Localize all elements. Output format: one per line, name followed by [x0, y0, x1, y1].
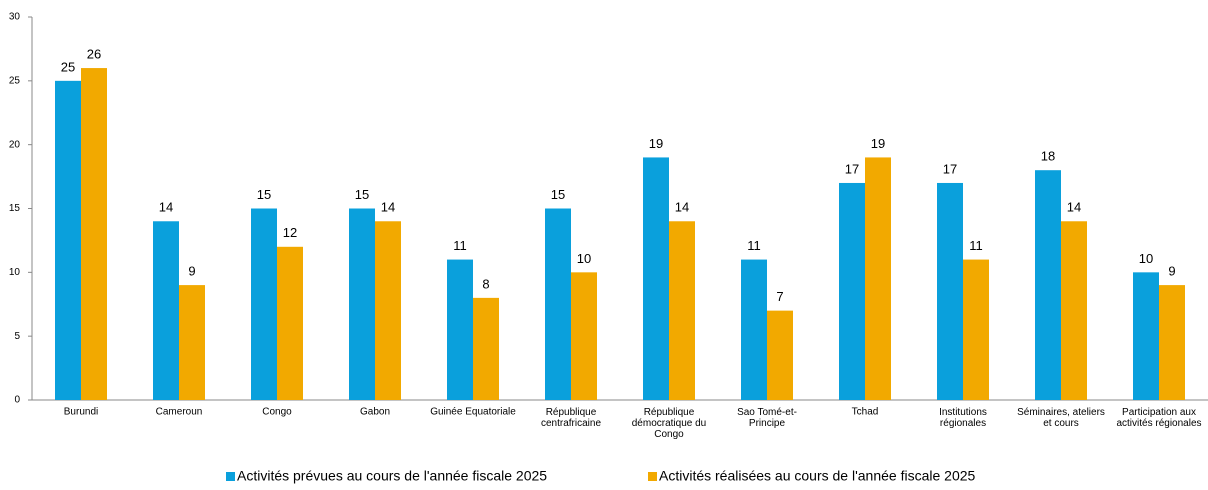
x-tick-label: Gabon	[360, 407, 390, 418]
value-label: 15	[355, 187, 369, 202]
x-tick-label: Participation aux activités régionales	[1116, 407, 1201, 429]
value-label: 17	[943, 161, 957, 176]
bar	[865, 157, 891, 400]
value-label: 12	[283, 225, 297, 240]
legend-label: Activités prévues au cours de l'année fi…	[237, 468, 547, 484]
legend-swatch	[226, 472, 235, 481]
bar	[741, 259, 767, 400]
bar	[473, 297, 499, 400]
x-tick-label: Séminaires, ateliers et cours	[1017, 407, 1105, 429]
bar	[349, 208, 375, 400]
legend-swatch	[648, 472, 657, 481]
value-label: 19	[649, 136, 663, 151]
x-tick-label: République centrafricaine	[541, 407, 601, 429]
bar	[1133, 272, 1159, 400]
y-tick-label: 30	[9, 12, 21, 23]
bar	[1061, 221, 1087, 400]
bar	[179, 285, 205, 400]
value-label: 11	[453, 238, 467, 253]
x-tick-label: Cameroun	[156, 407, 203, 418]
bar	[545, 208, 571, 400]
bar	[767, 310, 793, 400]
value-label: 11	[969, 238, 983, 253]
value-label: 8	[482, 276, 489, 291]
bar	[1159, 285, 1185, 400]
bar	[153, 221, 179, 400]
bar	[55, 80, 81, 400]
value-label: 19	[871, 136, 885, 151]
value-label: 9	[1168, 264, 1175, 279]
bar	[839, 182, 865, 400]
value-label: 10	[1139, 251, 1153, 266]
bar	[963, 259, 989, 400]
y-tick-label: 0	[14, 395, 20, 406]
bar	[375, 221, 401, 400]
y-tick-label: 20	[9, 139, 21, 150]
x-tick-label: Burundi	[64, 407, 98, 418]
value-label: 14	[675, 200, 689, 215]
value-label: 15	[257, 187, 271, 202]
bar	[447, 259, 473, 400]
value-label: 11	[747, 238, 761, 253]
value-label: 26	[87, 47, 101, 62]
bar	[643, 157, 669, 400]
value-label: 18	[1041, 149, 1055, 164]
y-tick-label: 5	[14, 331, 20, 342]
bar	[1035, 170, 1061, 400]
value-label: 7	[776, 289, 783, 304]
value-label: 10	[577, 251, 591, 266]
x-tick-label: République démocratique du Congo	[632, 407, 707, 440]
bar	[937, 182, 963, 400]
bar	[669, 221, 695, 400]
x-tick-label: Guinée Equatoriale	[430, 407, 516, 418]
y-tick-label: 15	[9, 203, 21, 214]
bar	[277, 246, 303, 400]
value-label: 14	[1067, 200, 1081, 215]
value-label: 25	[61, 59, 75, 74]
value-label: 15	[551, 187, 565, 202]
value-label: 14	[159, 200, 173, 215]
x-tick-label: Sao Tomé-et-Principe	[737, 407, 797, 429]
value-label: 9	[188, 264, 195, 279]
value-label: 17	[845, 161, 859, 176]
legend-label: Activités réalisées au cours de l'année …	[659, 468, 976, 484]
y-tick-label: 25	[9, 75, 21, 86]
bar	[251, 208, 277, 400]
x-tick-label: Congo	[262, 407, 292, 418]
x-tick-label: Institutions régionales	[939, 407, 987, 429]
bar	[571, 272, 597, 400]
bar	[81, 68, 107, 401]
value-label: 14	[381, 200, 395, 215]
x-tick-label: Tchad	[852, 407, 879, 418]
y-tick-label: 10	[9, 267, 21, 278]
